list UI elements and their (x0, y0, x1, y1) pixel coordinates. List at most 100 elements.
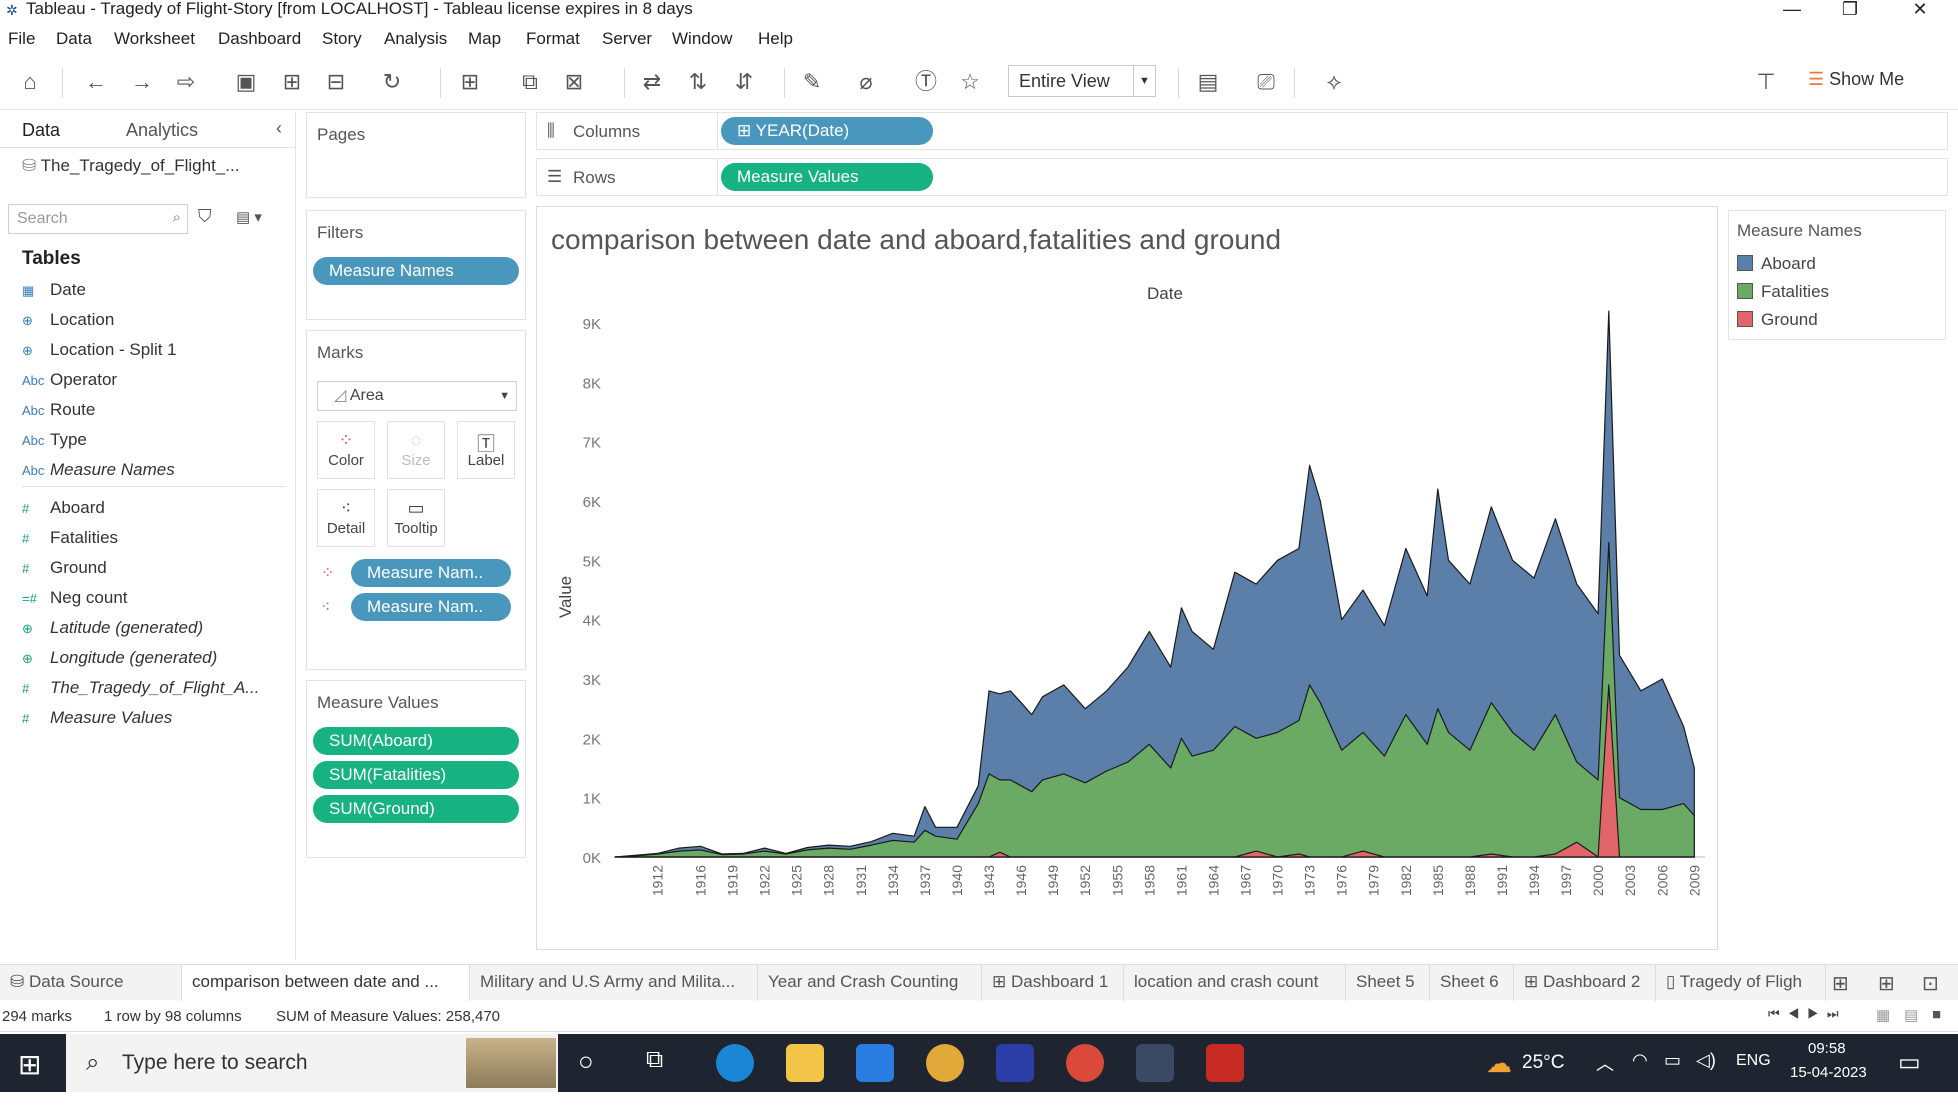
task-view-icon[interactable]: ⧉ (646, 1046, 664, 1073)
menu-window[interactable]: Window (672, 29, 733, 48)
replay-icon[interactable]: ⇨ (176, 69, 196, 94)
rows-shelf[interactable]: ☰ Rows Measure Values (536, 158, 1948, 196)
volume-icon[interactable]: ◁) (1696, 1050, 1716, 1070)
filter-pill-measure-names[interactable]: Measure Names (313, 257, 519, 285)
series-area-aboard[interactable] (614, 310, 1695, 858)
tableau-taskbar-icon[interactable] (1136, 1044, 1174, 1082)
weather-icon[interactable]: ☁ (1486, 1048, 1512, 1078)
chrome-profile-icon[interactable] (1066, 1044, 1104, 1082)
series-area-ground[interactable] (614, 684, 1695, 858)
filmstrip-view-icon[interactable]: ▤ (1904, 1007, 1919, 1024)
field-neg-count[interactable]: =# Neg count (22, 586, 128, 610)
columns-pill-year-date[interactable]: ⊞ YEAR(Date) (721, 117, 933, 145)
cortana-icon[interactable]: ○ (578, 1046, 594, 1076)
datasource-item[interactable]: ⛁ The_Tragedy_of_Flight_... (22, 156, 239, 176)
file-explorer-icon[interactable] (786, 1044, 824, 1082)
field-measure-names[interactable]: Abc Measure Names (22, 458, 175, 482)
acrobat-icon[interactable] (1206, 1044, 1244, 1082)
field-ground[interactable]: # Ground (22, 556, 107, 580)
field-route[interactable]: Abc Route (22, 398, 95, 422)
area-chart[interactable]: comparison between date and aboard,fatal… (537, 207, 1719, 951)
field-longitude-generated-[interactable]: ⊕ Longitude (generated) (22, 646, 217, 670)
legend-item-aboard[interactable]: Aboard (1737, 253, 1816, 275)
field-fatalities[interactable]: # Fatalities (22, 526, 118, 550)
menu-dashboard[interactable]: Dashboard (218, 29, 302, 48)
close-button[interactable]: ✕ (1912, 0, 1928, 19)
refresh-icon[interactable]: ↻ (382, 69, 402, 94)
tab-sheet-5[interactable]: Sheet 5 (1346, 965, 1430, 1001)
notifications-icon[interactable]: ▭ (1898, 1049, 1921, 1076)
sheet-navigation-icon[interactable]: ⏮◀▶⏭ (1768, 1006, 1847, 1021)
clock-date[interactable]: 15-04-2023 (1790, 1064, 1867, 1081)
highlight-icon[interactable]: ✎ (802, 69, 822, 94)
columns-shelf[interactable]: ⫼ Columns ⊞ YEAR(Date) (536, 112, 1948, 150)
new-story-icon[interactable]: ⊡ (1922, 973, 1939, 995)
minimize-button[interactable]: — (1783, 0, 1801, 19)
tab-comparison[interactable]: comparison between date and ... (182, 965, 470, 1001)
series-area-fatalities[interactable] (614, 541, 1695, 858)
menu-file[interactable]: File (8, 29, 36, 48)
field-operator[interactable]: Abc Operator (22, 368, 117, 392)
size-button[interactable]: ◌ Size (387, 421, 445, 479)
presentation-icon[interactable]: ⎚ (1257, 69, 1275, 94)
menu-worksheet[interactable]: Worksheet (114, 29, 195, 48)
field-location[interactable]: ⊕ Location (22, 308, 114, 332)
tab-location-crash[interactable]: location and crash count (1124, 965, 1346, 1001)
color-button[interactable]: ⁘ Color (317, 421, 375, 479)
menu-map[interactable]: Map (468, 29, 502, 48)
menu-analysis[interactable]: Analysis (384, 29, 448, 48)
detail-button[interactable]: ⁖ Detail (317, 489, 375, 547)
new-dashboard-icon[interactable]: ⊞ (1878, 973, 1895, 995)
label-button[interactable]: 🅃 Label (457, 421, 515, 479)
restore-button[interactable]: ❐ (1841, 0, 1859, 19)
tab-military[interactable]: Military and U.S Army and Milita... (470, 965, 758, 1001)
field-date[interactable]: ▦ Date (22, 278, 86, 302)
menu-help[interactable]: Help (758, 29, 793, 48)
show-me-button[interactable]: ☰ Show Me (1808, 69, 1904, 90)
labels-icon[interactable]: Ⓣ (914, 69, 937, 94)
wifi-icon[interactable]: ◠ (1632, 1050, 1648, 1070)
redo-icon[interactable]: → (131, 69, 153, 94)
tab-analytics[interactable]: Analytics (126, 120, 199, 140)
legend-item-fatalities[interactable]: Fatalities (1737, 281, 1829, 303)
windows-start-icon[interactable]: ⊞ (18, 1049, 42, 1080)
rows-pill-measure-values[interactable]: Measure Values (721, 163, 933, 191)
duplicate-sheet-icon[interactable]: ⧉ (522, 69, 538, 94)
show-cards-icon[interactable]: ▤ (1197, 69, 1219, 94)
marks-pill-detail[interactable]: Measure Nam.. (351, 593, 511, 621)
menu-server[interactable]: Server (602, 29, 653, 48)
tab-sheet-6[interactable]: Sheet 6 (1430, 965, 1514, 1001)
taskbar-search[interactable]: ⌕ Type here to search (66, 1034, 558, 1092)
tab-dashboard-1[interactable]: ⊞ Dashboard 1 (982, 965, 1124, 1001)
language-indicator[interactable]: ENG (1736, 1052, 1771, 1069)
tab-dashboard-2[interactable]: ⊞ Dashboard 2 (1514, 965, 1656, 1001)
share-icon[interactable]: ⟡ (1326, 69, 1342, 94)
swap-icon[interactable]: ⇄ (642, 69, 662, 94)
tab-year-crash[interactable]: Year and Crash Counting (758, 965, 982, 1001)
pin-icon[interactable]: ☆ (960, 69, 980, 94)
webex-icon[interactable] (996, 1044, 1034, 1082)
edge-icon[interactable] (716, 1044, 754, 1082)
sort-descending-icon[interactable]: ⇵ (734, 69, 754, 94)
collapse-pane-icon[interactable]: ‹ (276, 118, 282, 138)
clear-sheet-icon[interactable]: ⊠ (564, 69, 584, 94)
mv-pill-fatalities[interactable]: SUM(Fatalities) (313, 761, 519, 789)
new-worksheet-icon[interactable]: ⊞ (1832, 973, 1849, 995)
field-latitude-generated-[interactable]: ⊕ Latitude (generated) (22, 616, 203, 640)
format-painter-icon[interactable]: ⊤ (1756, 69, 1776, 94)
group-icon[interactable]: ⌀ (859, 69, 873, 94)
mv-pill-aboard[interactable]: SUM(Aboard) (313, 727, 519, 755)
battery-icon[interactable]: ▭ (1664, 1050, 1682, 1070)
chart-view[interactable]: comparison between date and aboard,fatal… (536, 206, 1718, 950)
mark-type-select[interactable]: ◿ Area ▼ (317, 381, 517, 411)
grid-view-icon[interactable]: ▦ (1876, 1007, 1891, 1024)
menu-format[interactable]: Format (526, 29, 580, 48)
tooltip-button[interactable]: ▭ Tooltip (387, 489, 445, 547)
field-aboard[interactable]: # Aboard (22, 496, 105, 520)
field-measure-values[interactable]: # Measure Values (22, 706, 172, 730)
mv-pill-ground[interactable]: SUM(Ground) (313, 795, 519, 823)
search-field[interactable]: Search ⌕ (8, 204, 188, 234)
tab-story[interactable]: ▯ Tragedy of Fligh (1656, 965, 1826, 1001)
new-worksheet-icon[interactable]: ⊞ (460, 69, 480, 94)
chrome-icon[interactable] (926, 1044, 964, 1082)
